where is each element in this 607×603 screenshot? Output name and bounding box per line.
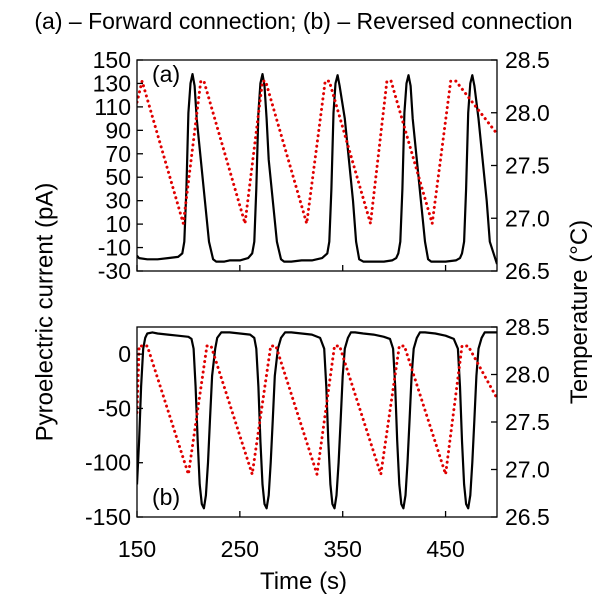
y-right-tick-label: 26.5 <box>505 258 550 284</box>
x-tick-label: 350 <box>324 536 362 562</box>
x-tick-label: 450 <box>426 536 464 562</box>
y-right-tick-label: 28.0 <box>505 100 550 126</box>
y-axis-label-left: Pyroelectric current (pA) <box>30 182 58 442</box>
y-left-tick-label: -30 <box>98 258 131 284</box>
y-right-tick-label: 26.5 <box>505 504 550 530</box>
figure-title: (a) – Forward connection; (b) – Reversed… <box>34 8 573 34</box>
y-right-tick-label: 28.5 <box>505 47 550 73</box>
x-tick-label: 250 <box>221 536 259 562</box>
panel-label: (b) <box>152 484 180 510</box>
y-right-tick-label: 27.0 <box>505 457 550 483</box>
panel-label: (a) <box>152 61 180 87</box>
temperature-series-line <box>137 344 497 476</box>
panel-b: -150 -100 -50 0 26.5 27.0 27.5 28.0 28.5 150 250 35… <box>85 314 550 562</box>
plot-frame <box>136 326 498 518</box>
current-series-line <box>137 73 497 265</box>
y-left-tick-label: 110 <box>94 94 131 120</box>
y-left-tick-label: 30 <box>105 188 131 214</box>
y-left-tick-label: 50 <box>105 164 131 190</box>
x-axis-label: Time (s) <box>259 568 348 595</box>
y-left-tick-label: 70 <box>105 141 131 167</box>
y-axis-label-right: Temperature (°C) <box>566 219 594 405</box>
y-right-tick-label: 27.0 <box>505 205 550 231</box>
y-left-tick-label: -100 <box>85 450 131 476</box>
temperature-series-line <box>137 79 497 225</box>
y-left-tick-label: 150 <box>93 47 131 73</box>
y-left-tick-label: -50 <box>98 395 131 421</box>
current-series-line <box>137 331 497 510</box>
y-left-tick-label: -150 <box>85 504 131 530</box>
y-left-tick-label: 90 <box>105 117 131 143</box>
y-left-tick-label: -10 <box>98 235 131 261</box>
y-left-tick-label: 10 <box>105 211 131 237</box>
y-right-tick-label: 28.0 <box>505 362 550 388</box>
y-right-tick-label: 28.5 <box>505 314 550 340</box>
y-right-tick-label: 27.5 <box>505 153 550 179</box>
y-left-tick-label: 0 <box>118 341 131 367</box>
y-right-tick-label: 27.5 <box>505 409 550 435</box>
x-tick-label: 150 <box>118 536 156 562</box>
y-left-tick-label: 130 <box>93 70 131 96</box>
